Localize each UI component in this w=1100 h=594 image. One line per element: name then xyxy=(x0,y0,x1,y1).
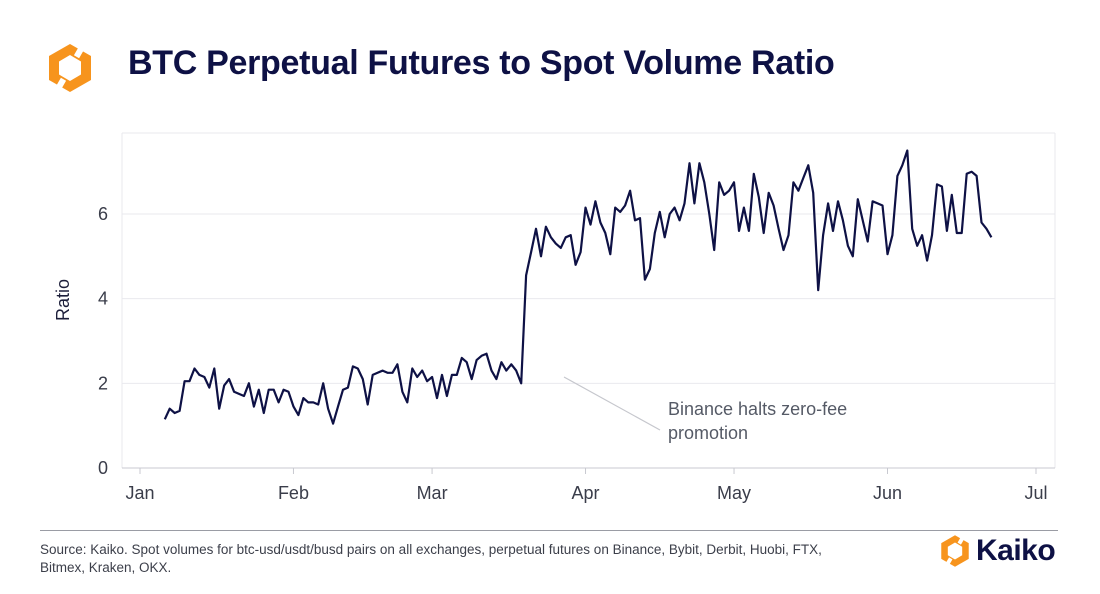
y-tick-label: 4 xyxy=(98,289,108,309)
annotation-text: promotion xyxy=(668,423,748,443)
brand-mark: Kaiko xyxy=(938,534,1056,568)
annotation: Binance halts zero-fee promotion xyxy=(563,376,847,443)
x-tick-label: May xyxy=(717,483,751,503)
source-note: Source: Kaiko. Spot volumes for btc-usd/… xyxy=(40,542,822,575)
y-axis-ticks: 0 2 4 6 xyxy=(98,204,108,478)
x-tick-label: Feb xyxy=(278,483,309,503)
kaiko-brand-icon xyxy=(941,535,969,567)
x-tick-label: Jul xyxy=(1024,483,1047,503)
y-axis-label: Ratio xyxy=(53,279,73,321)
series-line xyxy=(163,149,993,425)
y-tick-label: 6 xyxy=(98,204,108,224)
chart-title: BTC Perpetual Futures to Spot Volume Rat… xyxy=(128,44,835,82)
x-axis-ticks: Jan Feb Mar Apr May Jun Jul xyxy=(122,467,1055,503)
y-tick-label: 2 xyxy=(98,373,108,393)
kaiko-logo-icon xyxy=(49,43,91,93)
line-chart: 0 2 4 6 Jan Feb Mar Apr May Jun Jul Ratio Binance… xyxy=(53,132,1056,503)
x-tick-label: Jan xyxy=(125,483,154,503)
brand-name: Kaiko xyxy=(976,534,1056,567)
annotation-leader-line xyxy=(563,376,661,431)
x-tick-label: Jun xyxy=(873,483,902,503)
x-tick-label: Apr xyxy=(572,483,600,503)
y-tick-label: 0 xyxy=(98,458,108,478)
grid-lines xyxy=(121,132,1056,469)
footer-divider xyxy=(40,530,1058,531)
x-tick-label: Mar xyxy=(417,483,448,503)
annotation-text: Binance halts zero-fee xyxy=(668,399,847,419)
